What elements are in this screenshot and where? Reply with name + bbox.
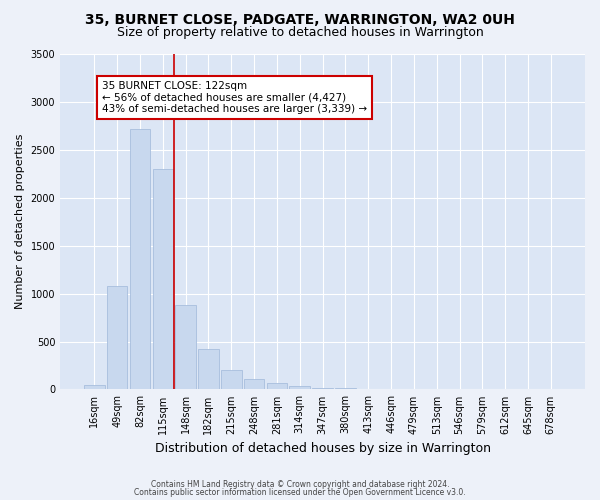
X-axis label: Distribution of detached houses by size in Warrington: Distribution of detached houses by size … bbox=[155, 442, 491, 455]
Bar bbox=[84, 384, 104, 390]
Bar bbox=[289, 386, 310, 390]
Bar bbox=[244, 379, 265, 390]
Text: 35, BURNET CLOSE, PADGATE, WARRINGTON, WA2 0UH: 35, BURNET CLOSE, PADGATE, WARRINGTON, W… bbox=[85, 12, 515, 26]
Y-axis label: Number of detached properties: Number of detached properties bbox=[15, 134, 25, 310]
Bar bbox=[335, 388, 356, 390]
Text: 35 BURNET CLOSE: 122sqm
← 56% of detached houses are smaller (4,427)
43% of semi: 35 BURNET CLOSE: 122sqm ← 56% of detache… bbox=[102, 81, 367, 114]
Bar bbox=[266, 383, 287, 390]
Text: Contains public sector information licensed under the Open Government Licence v3: Contains public sector information licen… bbox=[134, 488, 466, 497]
Bar bbox=[198, 349, 219, 390]
Bar bbox=[358, 389, 379, 390]
Bar bbox=[107, 286, 127, 390]
Bar bbox=[152, 169, 173, 390]
Bar bbox=[175, 305, 196, 390]
Text: Size of property relative to detached houses in Warrington: Size of property relative to detached ho… bbox=[116, 26, 484, 39]
Bar bbox=[221, 370, 242, 390]
Text: Contains HM Land Registry data © Crown copyright and database right 2024.: Contains HM Land Registry data © Crown c… bbox=[151, 480, 449, 489]
Bar bbox=[130, 129, 150, 390]
Bar bbox=[313, 388, 333, 390]
